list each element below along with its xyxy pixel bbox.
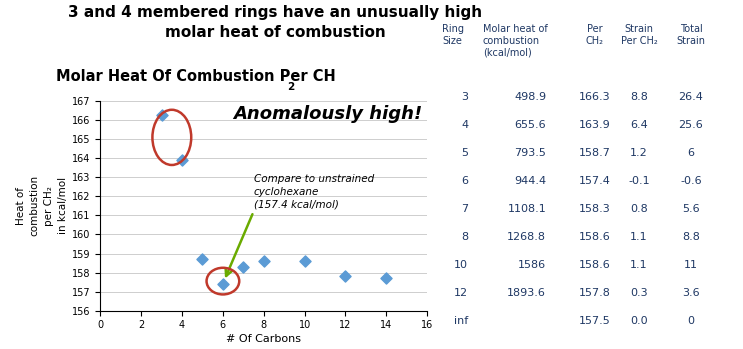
Text: 158.6: 158.6 xyxy=(579,260,610,270)
Text: Total
Strain: Total Strain xyxy=(676,24,706,46)
Text: Strain
Per CH₂: Strain Per CH₂ xyxy=(620,24,658,46)
Text: 8.8: 8.8 xyxy=(630,92,648,103)
Text: 7: 7 xyxy=(461,204,468,214)
Text: Molar heat of
combustion
(kcal/mol): Molar heat of combustion (kcal/mol) xyxy=(483,24,548,58)
Text: 5: 5 xyxy=(461,148,468,158)
Text: 0: 0 xyxy=(687,316,695,326)
Text: 166.3: 166.3 xyxy=(579,92,610,103)
Text: Anomalously high!: Anomalously high! xyxy=(233,105,422,122)
Text: -0.6: -0.6 xyxy=(680,176,702,186)
Text: 158.3: 158.3 xyxy=(579,204,610,214)
Text: 0.8: 0.8 xyxy=(630,204,648,214)
Text: 655.6: 655.6 xyxy=(514,120,546,131)
Text: 157.4: 157.4 xyxy=(579,176,610,186)
Text: 1.2: 1.2 xyxy=(630,148,648,158)
Point xyxy=(156,112,168,117)
Text: 158.6: 158.6 xyxy=(579,232,610,242)
Text: 157.8: 157.8 xyxy=(579,288,610,298)
Point xyxy=(258,258,270,264)
Point xyxy=(217,281,229,287)
Text: 498.9: 498.9 xyxy=(514,92,546,103)
Text: Ring
Size: Ring Size xyxy=(442,24,464,46)
Text: 26.4: 26.4 xyxy=(678,92,704,103)
Text: 6: 6 xyxy=(687,148,695,158)
Text: 8.8: 8.8 xyxy=(682,232,700,242)
Point xyxy=(340,274,351,279)
Text: 4: 4 xyxy=(461,120,468,131)
Text: 11: 11 xyxy=(684,260,698,270)
Point xyxy=(237,264,249,270)
Text: 25.6: 25.6 xyxy=(678,120,704,131)
Text: 12: 12 xyxy=(454,288,468,298)
Text: 1586: 1586 xyxy=(518,260,546,270)
Y-axis label: Heat of
combustion
per CH₂
in kcal/mol: Heat of combustion per CH₂ in kcal/mol xyxy=(16,175,68,237)
Text: inf: inf xyxy=(454,316,468,326)
Text: Compare to unstrained
cyclohexane
(157.4 kcal/mol): Compare to unstrained cyclohexane (157.4… xyxy=(253,173,374,210)
Text: 944.4: 944.4 xyxy=(514,176,546,186)
Text: 0.3: 0.3 xyxy=(630,288,648,298)
Text: 163.9: 163.9 xyxy=(579,120,610,131)
Text: 793.5: 793.5 xyxy=(514,148,546,158)
X-axis label: # Of Carbons: # Of Carbons xyxy=(227,334,301,344)
Point xyxy=(380,275,392,281)
Text: 3.6: 3.6 xyxy=(682,288,700,298)
Text: 8: 8 xyxy=(461,232,468,242)
Text: 1893.6: 1893.6 xyxy=(507,288,546,298)
Text: 5.6: 5.6 xyxy=(682,204,700,214)
Text: 158.7: 158.7 xyxy=(579,148,610,158)
Text: Molar Heat Of Combustion Per CH: Molar Heat Of Combustion Per CH xyxy=(56,69,336,84)
Text: Per
CH₂: Per CH₂ xyxy=(585,24,603,46)
Text: 0.0: 0.0 xyxy=(630,316,648,326)
Text: 1.1: 1.1 xyxy=(630,260,648,270)
Text: 6.4: 6.4 xyxy=(630,120,648,131)
Point xyxy=(176,157,188,163)
Text: 157.5: 157.5 xyxy=(579,316,610,326)
Text: 2: 2 xyxy=(287,82,294,92)
Point xyxy=(196,257,208,262)
Text: 3 and 4 membered rings have an unusually high
molar heat of combustion: 3 and 4 membered rings have an unusually… xyxy=(68,5,482,40)
Text: 10: 10 xyxy=(454,260,468,270)
Text: -0.1: -0.1 xyxy=(628,176,650,186)
Text: 1268.8: 1268.8 xyxy=(507,232,546,242)
Text: 6: 6 xyxy=(461,176,468,186)
Point xyxy=(299,258,311,264)
Text: 1108.1: 1108.1 xyxy=(507,204,546,214)
Text: 1.1: 1.1 xyxy=(630,232,648,242)
Text: 3: 3 xyxy=(461,92,468,103)
